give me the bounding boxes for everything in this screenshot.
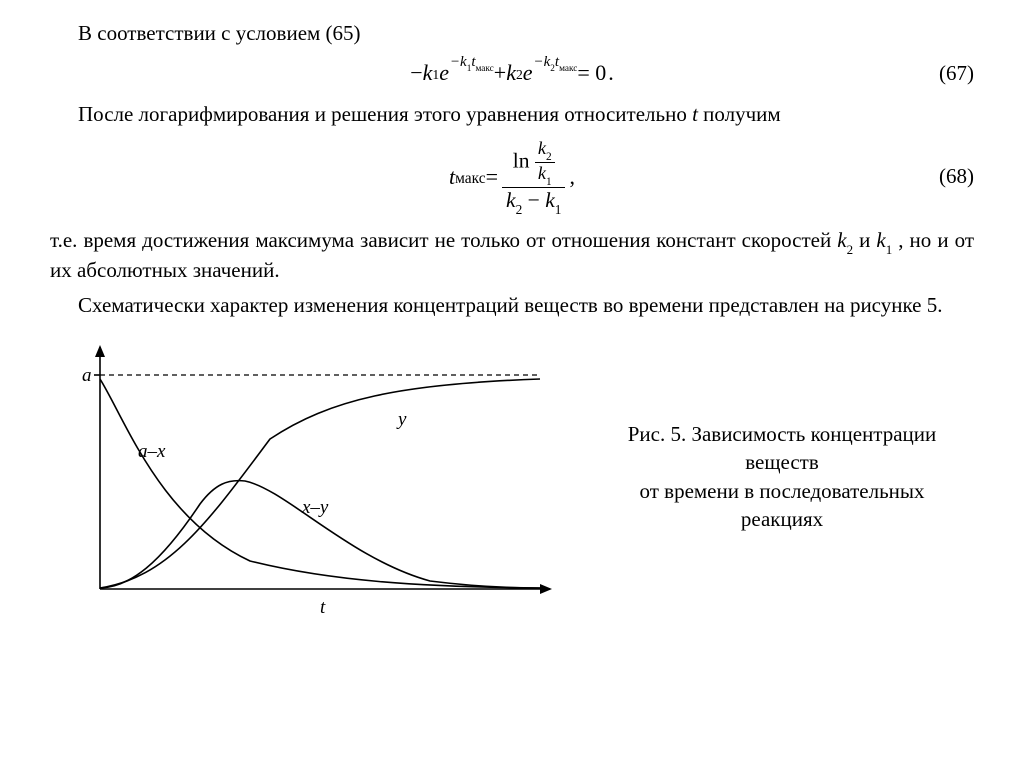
eq68-k2ds: 2 (516, 202, 523, 217)
eq67-exp1d: макс (475, 64, 493, 74)
svg-text:y: y (396, 409, 407, 430)
eq68-k1ns: 1 (546, 176, 552, 188)
paragraph-3: т.е. время достижения максимума зависит … (50, 227, 974, 284)
paragraph-4: Схематически характер изменения концентр… (50, 292, 974, 319)
paragraph-intro: В соответствии с условием (65) (50, 20, 974, 47)
eq67-zero: = 0 (577, 60, 606, 86)
p3a: т.е. время достижения максимума зависит … (50, 228, 837, 252)
equation-67: − k1 e−k1tмакс + k2 e−k2tмакс = 0 . (67) (50, 55, 974, 91)
p3b: и (853, 228, 876, 252)
eq68-number: (68) (939, 164, 974, 189)
eq67-k2: k (506, 60, 516, 86)
eq67-minus: − (410, 60, 422, 86)
fig-caption-l3: от времени в последовательных (590, 477, 974, 505)
equation-68: tмакс = ln k2 k1 k2 − k1 , (68) (50, 137, 974, 217)
eq67-e2: e (523, 60, 533, 86)
svg-text:x–y: x–y (301, 497, 329, 518)
eq68-eq: = (486, 164, 498, 190)
eq67-k1: k (423, 60, 433, 86)
eq67-k2-sub: 2 (516, 67, 523, 83)
fig-caption-l4: реакциях (590, 505, 974, 533)
svg-text:a–x: a–x (138, 441, 166, 462)
eq68-k1n: k (538, 163, 546, 183)
eq68-ln: ln (513, 148, 530, 172)
eq68-t-sub: макс (455, 170, 485, 188)
fig-caption-l1: Рис. 5. Зависимость концентрации (590, 420, 974, 448)
svg-text:t: t (320, 597, 326, 618)
p3-k2: k (837, 228, 846, 252)
eq68-k2d: k (506, 188, 516, 212)
p2-a: После логарифмирования и решения этого у… (78, 102, 692, 126)
paragraph-after-67: После логарифмирования и решения этого у… (50, 101, 974, 128)
eq67-exp1a: −k (450, 54, 467, 70)
eq68-comma: , (569, 164, 575, 190)
eq68-k1d: k (545, 188, 555, 212)
eq68-innerfrac: k2 k1 (535, 138, 555, 187)
eq68-frac: ln k2 k1 k2 − k1 (502, 138, 565, 216)
p2-b: получим (698, 102, 781, 126)
p3-k1: k (876, 228, 885, 252)
eq67-dot: . (608, 60, 614, 86)
eq67-exp2a: −k (534, 54, 551, 70)
eq67-exp1b: 1 (467, 64, 472, 74)
p3-k1s: 1 (886, 242, 893, 257)
svg-text:a: a (82, 365, 92, 386)
eq67-number: (67) (939, 61, 974, 86)
figure-5-caption: Рис. 5. Зависимость концентрации веществ… (560, 329, 974, 624)
fig-caption-l2: веществ (590, 448, 974, 476)
eq68-k2ns: 2 (546, 151, 552, 163)
eq68-k1ds: 1 (555, 202, 562, 217)
eq67-plus: + (494, 60, 506, 86)
figure-5: a a–x x–y y t Рис. 5. Зависимость концентрац… (50, 329, 974, 624)
eq67-e1: e (439, 60, 449, 86)
eq68-k2n: k (538, 138, 546, 158)
eq67-k1-sub: 1 (432, 67, 439, 83)
eq67-exp2d: макс (559, 64, 577, 74)
figure-5-chart: a a–x x–y y t (50, 329, 560, 619)
p3-k2s: 2 (847, 242, 854, 257)
eq67-exp2b: 2 (550, 64, 555, 74)
